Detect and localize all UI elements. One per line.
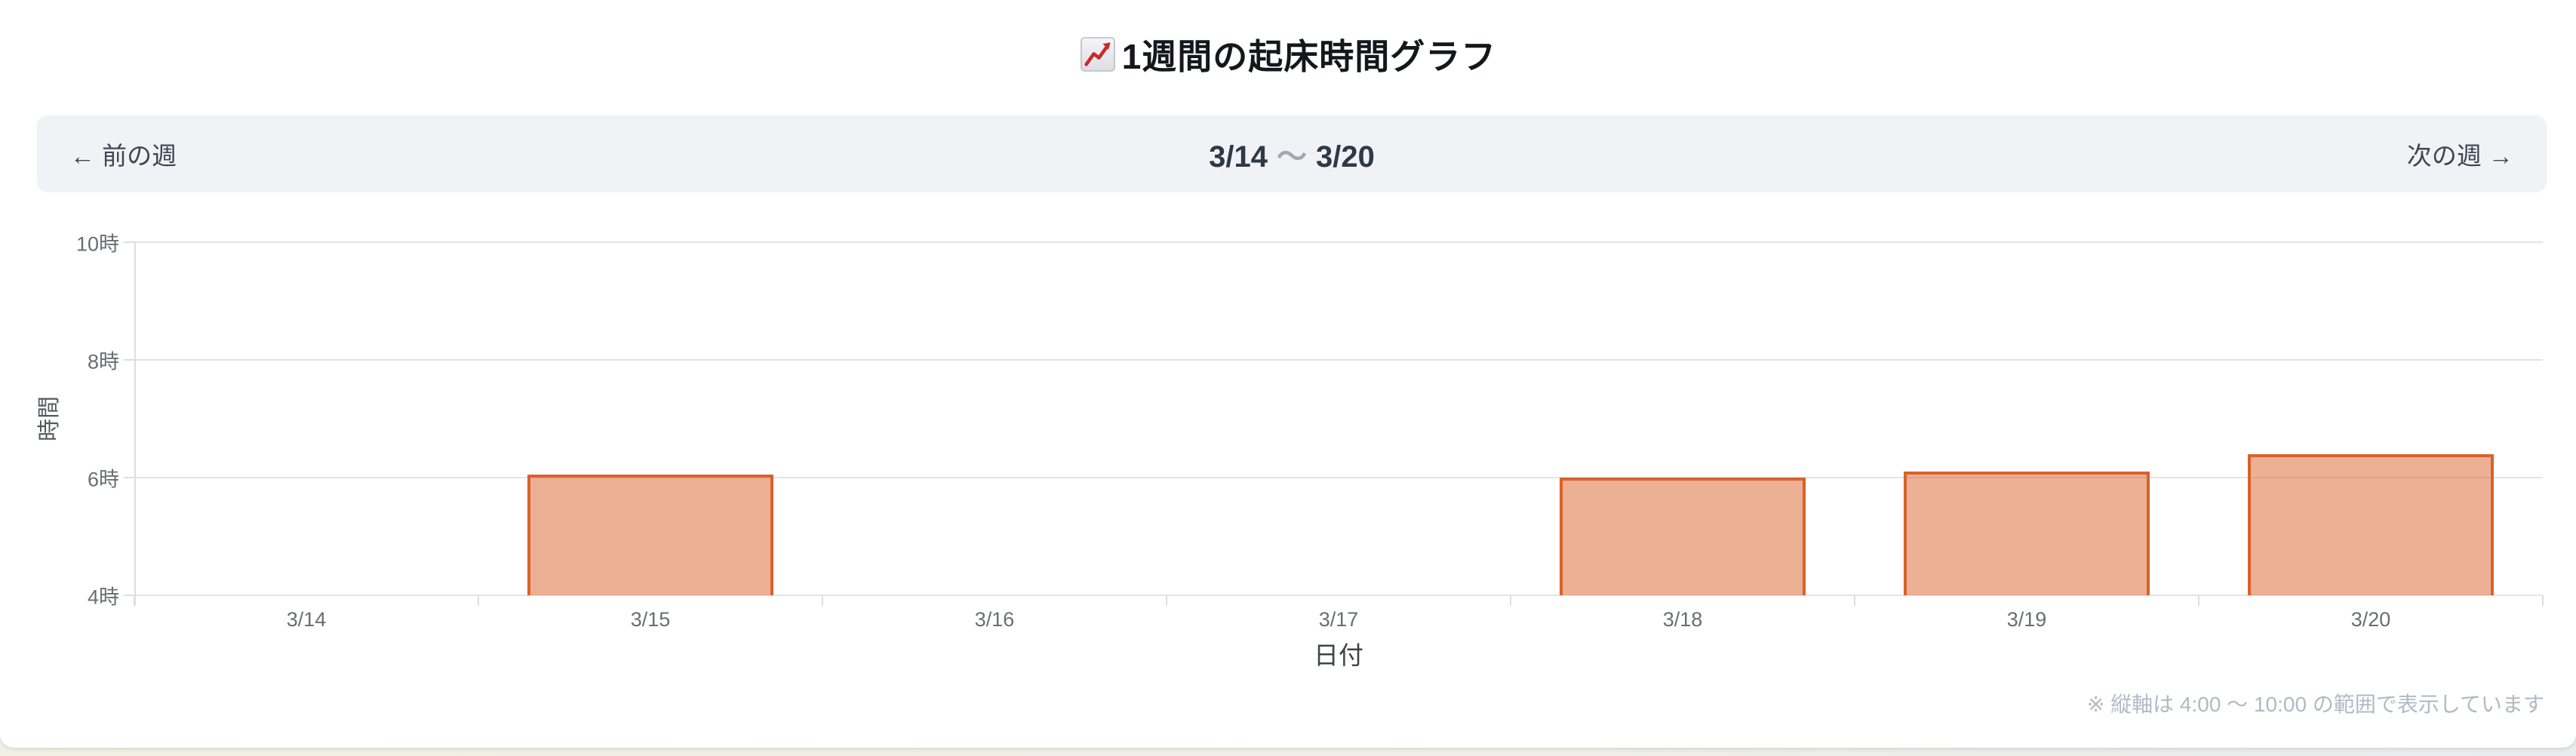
week-range-end: 3/20	[1316, 140, 1375, 174]
gridline-4h	[134, 595, 2543, 596]
gridline-10h	[134, 241, 2543, 243]
x-axis-tick	[2198, 595, 2199, 606]
x-axis-tick	[1166, 595, 1167, 606]
next-week-button[interactable]: 次の週 →	[2396, 128, 2524, 180]
x-axis-tick-label: 3/15	[630, 608, 671, 631]
y-axis-tick	[124, 359, 134, 361]
x-axis-tick	[2542, 595, 2544, 606]
y-axis-title: 時間	[37, 396, 62, 441]
week-navigation-bar: ← 前の週 3/14 〜 3/20 次の週 →	[37, 115, 2547, 192]
x-axis-tick-label: 3/18	[1662, 608, 1703, 631]
y-axis-tick	[124, 241, 134, 243]
y-axis-tick	[124, 595, 134, 596]
x-axis-tick	[1854, 595, 1855, 606]
y-axis-line	[134, 242, 136, 606]
x-axis-tick-label: 3/19	[2006, 608, 2047, 631]
y-axis-tick-label: 6時	[87, 468, 119, 491]
axis-range-footnote: ※ 縦軸は 4:00 〜 10:00 の範囲で表示しています	[2086, 693, 2544, 716]
x-axis-tick-label: 3/14	[286, 608, 327, 631]
y-axis-tick	[124, 477, 134, 478]
x-axis-tick-label: 3/17	[1318, 608, 1359, 631]
bar-3-15[interactable]	[527, 475, 773, 595]
gridline-6h	[134, 477, 2543, 478]
week-range-label: 3/14 〜 3/20	[1209, 132, 1375, 176]
bar-3-19[interactable]	[1904, 472, 2150, 595]
x-axis-tick-label: 3/20	[2350, 608, 2391, 631]
bar-3-20[interactable]	[2248, 454, 2494, 595]
y-axis-tick-label: 10時	[75, 232, 119, 256]
page-title: 1週間の起床時間グラフ	[1121, 37, 1497, 76]
x-axis-tick	[1510, 595, 1511, 606]
x-axis-tick	[134, 595, 135, 606]
week-range-start: 3/14	[1209, 140, 1268, 174]
week-range-separator: 〜	[1277, 140, 1307, 174]
x-axis-tick-label: 3/16	[974, 608, 1015, 631]
y-axis-tick-label: 4時	[87, 585, 119, 609]
bar-3-18[interactable]	[1560, 478, 1806, 595]
previous-week-button[interactable]: ← 前の週	[60, 128, 187, 180]
page-title-row: 1週間の起床時間グラフ	[0, 32, 2576, 77]
x-axis-tick	[478, 595, 479, 606]
x-axis-tick	[822, 595, 823, 606]
y-axis-tick-label: 8時	[87, 350, 119, 373]
x-axis-title: 日付	[1314, 641, 1363, 669]
gridline-8h	[134, 359, 2543, 361]
chart-increasing-emoji-icon	[1080, 37, 1115, 72]
